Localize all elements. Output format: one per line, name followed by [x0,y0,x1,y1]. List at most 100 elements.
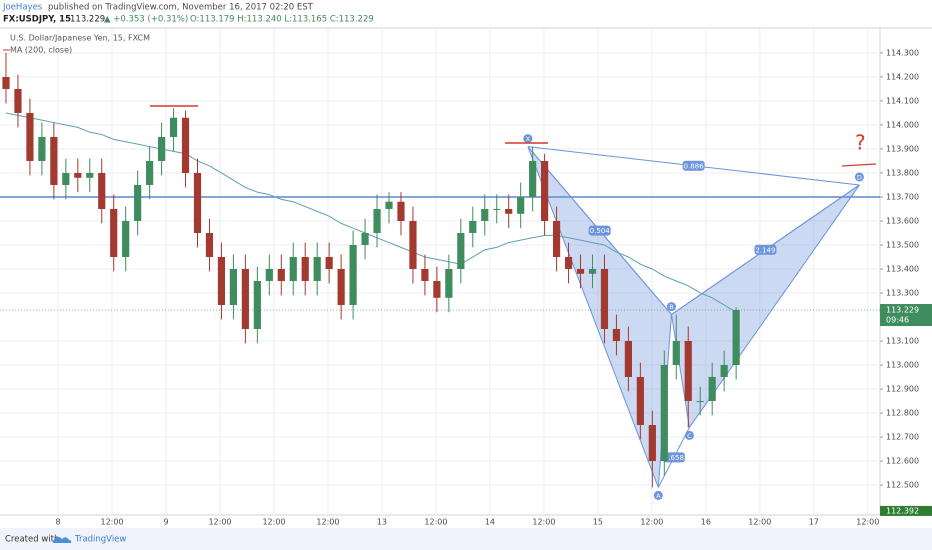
candle-body [720,364,728,377]
candle-body [564,256,573,269]
pattern-point [523,134,533,144]
pattern-point-label: B [669,303,673,311]
ratio-box [662,452,685,463]
symbol: FX:USDJPY, 15 [3,15,71,25]
x-tick-label: 9 [163,518,168,527]
candle-body [38,136,46,161]
y-tick-label: 113.300 [886,288,919,297]
bottom-price-label: 112.392 [886,506,919,515]
pattern-point [666,302,676,312]
x-tick-label: 12:00 [262,518,285,527]
bottom-price-box [880,505,932,516]
candle-body [588,268,597,274]
x-tick-label: 12:00 [101,518,124,527]
candle-body [457,232,465,269]
pattern-point [653,490,663,500]
ratio-label: 0.886 [684,162,705,170]
candle-body [277,268,285,281]
candle-body [624,340,632,377]
candle-body [181,117,190,173]
candle-body [361,232,369,245]
candle-body [409,220,417,269]
candle-body [265,268,273,281]
price: 113.229 [70,15,105,25]
ohlc: O:113.179 H:113.240 L:113.165 C:113.229 [190,15,374,25]
logo [53,536,72,543]
candle-body [421,268,429,281]
candle-body [26,112,34,161]
candle-body [253,280,261,329]
pattern-point-label: X [526,135,531,143]
countdown: 09:46 [886,316,909,325]
change: ▲ +0.353 (+0.31%) [104,15,188,25]
candle-body [74,172,82,178]
y-tick-label: 114.300 [886,48,919,57]
x-tick-label: 12:00 [532,518,555,527]
ratio-box [682,160,705,171]
candle-body [505,208,513,214]
candle-body [157,136,166,161]
x-tick-label: 14 [485,518,495,527]
x-tick-label: 17 [809,518,819,527]
footer-brand[interactable]: TradingView [74,535,126,545]
x-tick-label: 12:00 [748,518,771,527]
last-price-box [880,304,932,327]
candle-body [325,256,333,269]
x-tick-label: 12:00 [424,518,447,527]
candle-body [696,400,704,402]
candle-body [636,376,644,425]
candle-body [732,310,740,365]
y-tick-label: 114.100 [886,96,919,105]
y-tick-label: 113.600 [886,216,919,225]
candle-body [469,220,477,233]
candle-body [205,232,214,257]
author[interactable]: JoeHayes [2,3,43,13]
y-tick-label: 113.800 [886,168,919,177]
footer-bg [0,528,932,550]
candle-body [481,208,489,221]
pattern-point-label: D [857,173,862,181]
candle-body [445,268,453,298]
legend-title: U.S. Dollar/Japanese Yen, 15, FXCM [10,34,150,43]
y-tick-label: 113.100 [886,336,919,345]
y-tick-label: 112.900 [886,384,919,393]
candle-body [541,160,549,221]
candle-body [193,172,202,233]
ma-line [5,112,737,313]
candle-body [169,117,178,137]
y-tick-label: 114.200 [886,72,919,81]
candle-body [517,196,525,214]
candle-body [98,172,106,209]
footer-created: Created with [5,535,59,545]
x-tick-label: 16 [701,518,711,527]
last-price-label: 113.229 [886,306,919,315]
y-tick-label: 113.900 [886,144,919,153]
candle-body [349,244,357,305]
pattern-point-label: A [656,492,661,500]
x-tick-label: 12:00 [856,518,879,527]
pattern-point-label: C [687,432,692,440]
candle-body [529,160,537,197]
candle-body [552,220,561,257]
candle-body [648,424,656,461]
candle-body [600,268,609,329]
x-tick-label: 13 [377,518,387,527]
header-bg [0,0,932,28]
y-tick-label: 113.500 [886,240,919,249]
y-tick-label: 112.800 [886,408,919,417]
x-tick-label: 8 [56,518,61,527]
candle-body [684,340,692,401]
ratio-label: 0.658 [664,454,684,462]
ratio-box [588,225,611,236]
ratio-box [754,244,777,255]
x-tick-label: 12:00 [640,518,663,527]
candle-body [86,172,94,178]
candle-body [134,184,142,221]
x-tick-label: 12:00 [316,518,339,527]
candle-body [229,268,237,305]
y-tick-label: 114.000 [886,120,919,129]
candle-body [50,136,58,185]
y-tick-label: 113.400 [886,264,919,273]
